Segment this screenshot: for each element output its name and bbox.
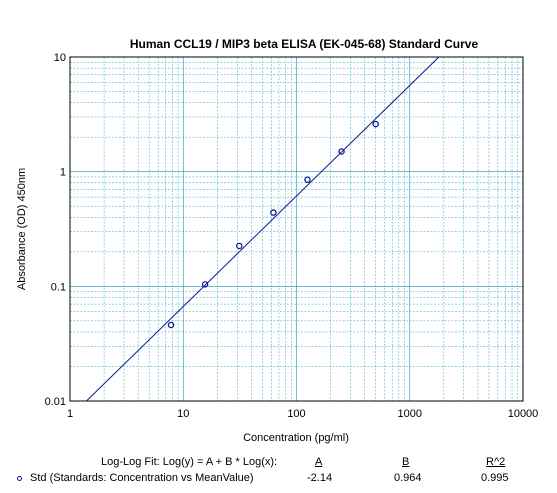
data-point <box>270 209 277 216</box>
x-tick-label: 1 <box>67 408 73 420</box>
fit-r2-header: R^2 <box>486 456 506 468</box>
y-tick-label: 1 <box>60 167 66 179</box>
y-tick-label: 0.01 <box>45 396 66 408</box>
plot-frame <box>69 56 524 402</box>
data-point <box>236 242 243 250</box>
data-point <box>167 321 175 329</box>
y-axis-label: Absorbance (OD) 450nm <box>16 168 28 290</box>
fit-a-value: -2.14 <box>307 472 333 484</box>
data-point <box>338 148 345 155</box>
data-point <box>372 120 379 128</box>
grid <box>70 57 523 401</box>
data-points <box>167 120 379 329</box>
legend-marker-icon <box>17 476 22 481</box>
chart-title: Human CCL19 / MIP3 beta ELISA (EK-045-68… <box>130 37 479 51</box>
x-tick-label: 10 <box>177 408 189 420</box>
x-tick-label: 100 <box>287 408 305 420</box>
y-tick-label: 10 <box>54 52 66 64</box>
fit-a-header: A <box>315 456 323 468</box>
data-point <box>201 281 209 288</box>
legend-series-label: Std (Standards: Concentration vs MeanVal… <box>30 472 254 484</box>
x-axis-label: Concentration (pg/ml) <box>243 432 349 444</box>
fit-r2-value: 0.995 <box>481 472 509 484</box>
x-tick-label: 1000 <box>398 408 422 420</box>
fit-line-group <box>86 56 440 402</box>
fit-b-value: 0.964 <box>394 472 422 484</box>
x-tick-labels: 1 10 100 1000 10000 <box>67 408 538 420</box>
y-tick-labels: 0.01 0.1 1 10 <box>45 52 66 408</box>
data-point <box>304 176 311 184</box>
fit-b-header: B <box>402 456 410 468</box>
y-tick-label: 0.1 <box>51 281 66 293</box>
x-tick-label: 10000 <box>508 408 539 420</box>
fit-line <box>86 56 440 402</box>
fit-equation: Log-Log Fit: Log(y) = A + B * Log(x): <box>101 456 278 468</box>
